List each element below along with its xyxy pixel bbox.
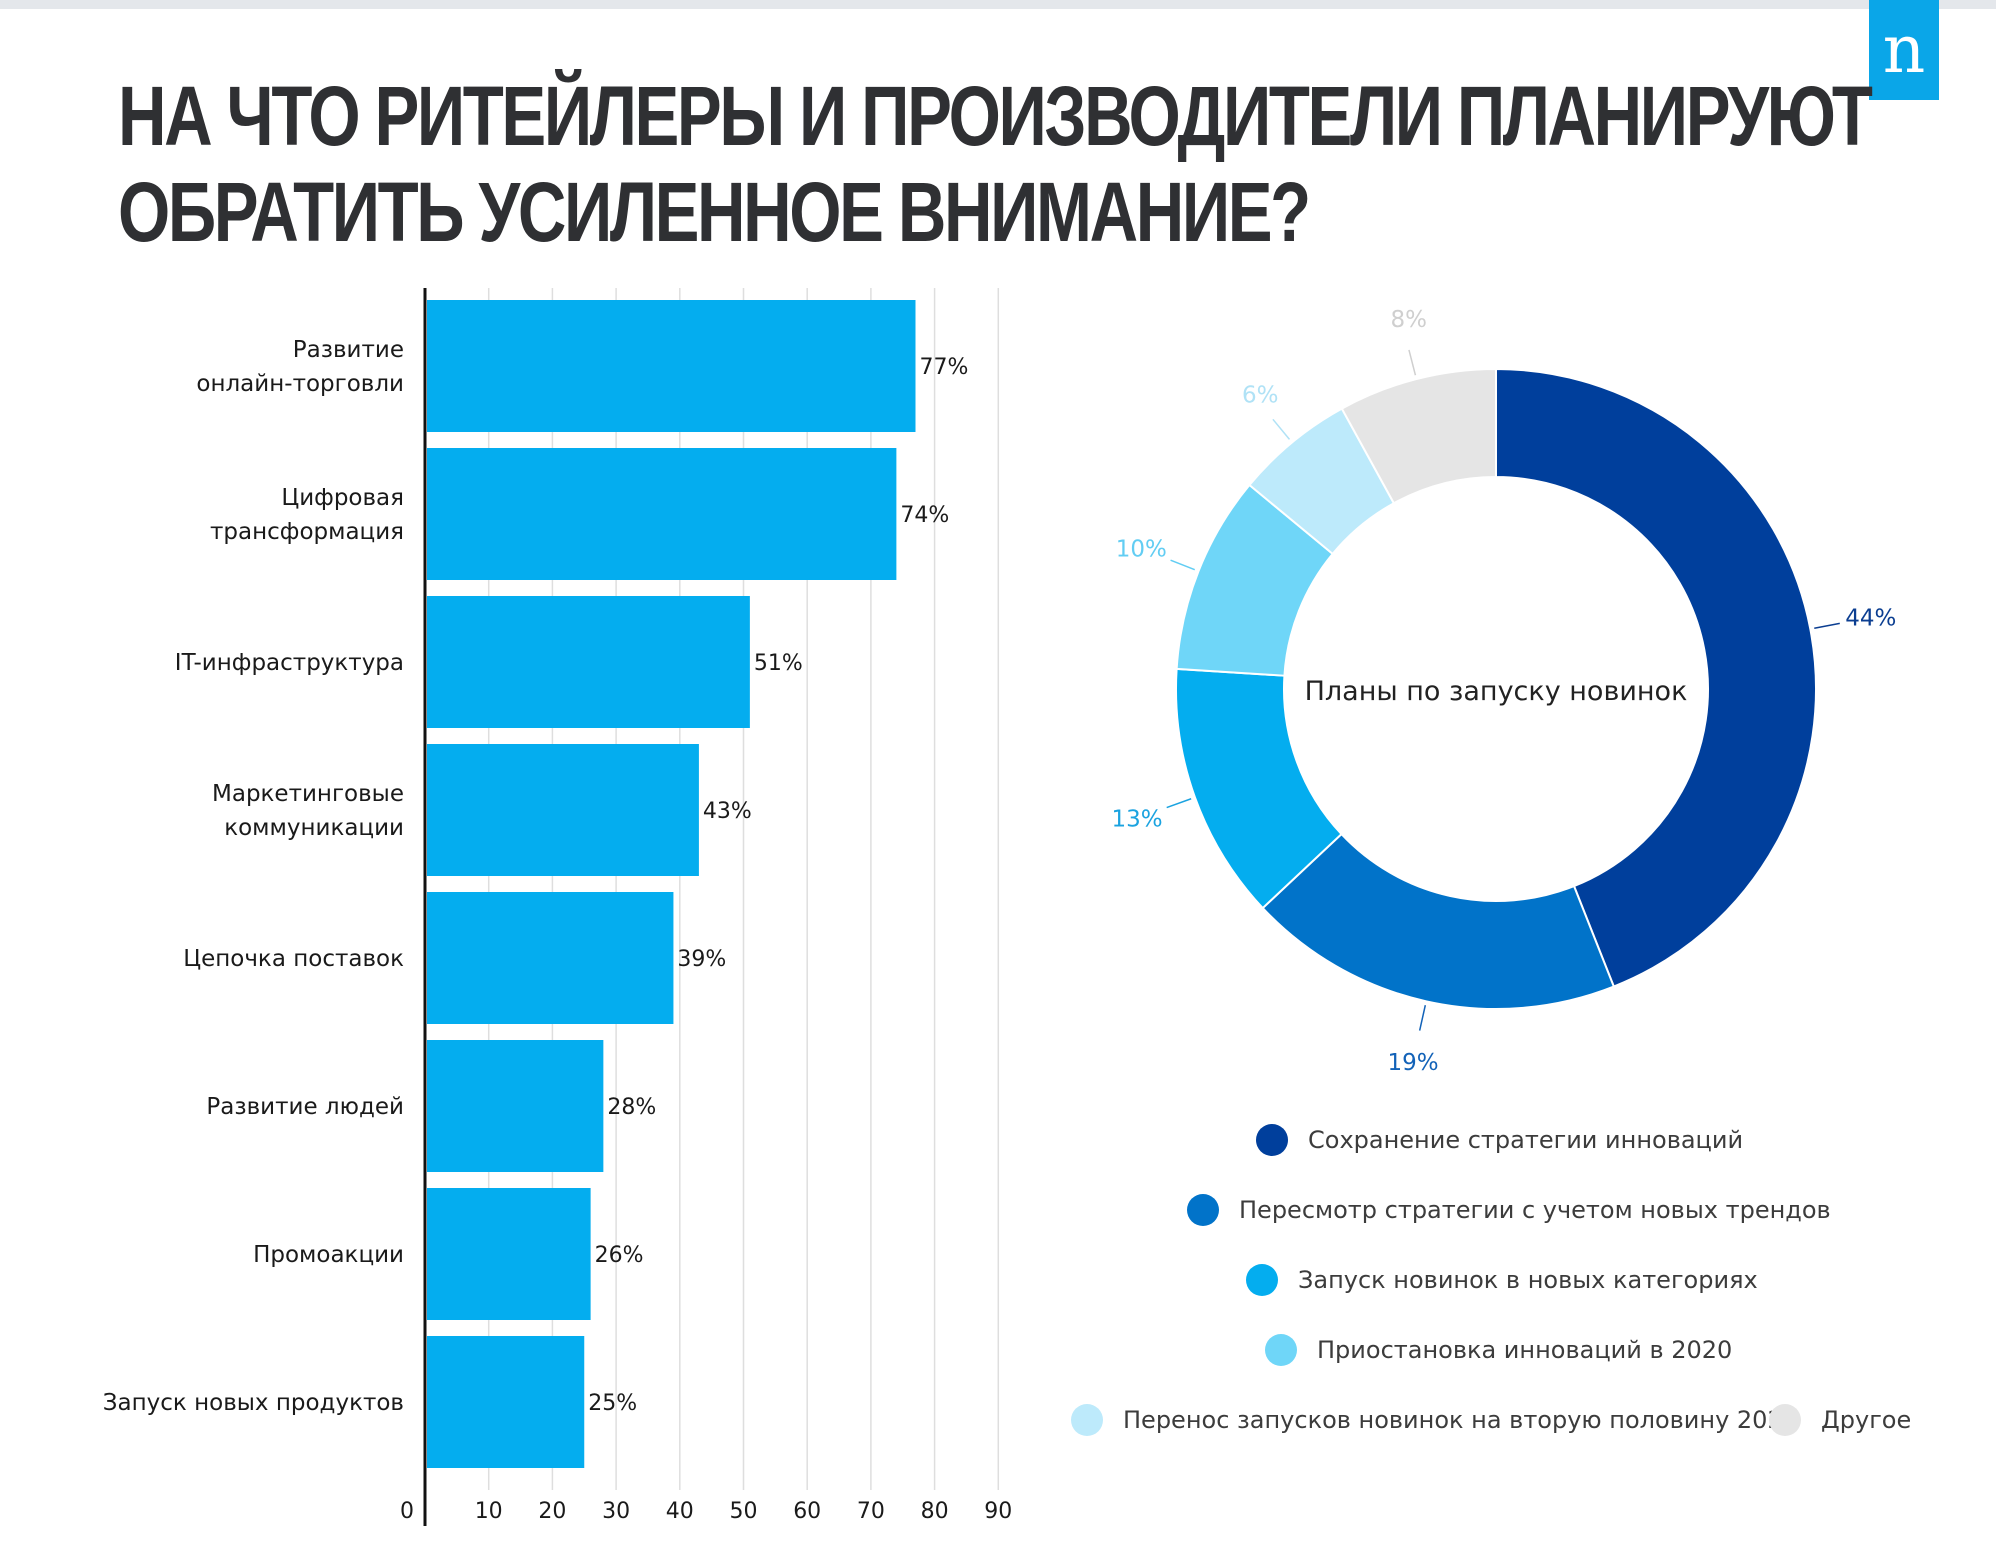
donut-slice-label: 13% (1111, 806, 1162, 832)
bar-category-label: Развитие людей (206, 1094, 404, 1120)
legend-swatch (1071, 1404, 1103, 1436)
bar-value-label: 74% (900, 503, 949, 528)
legend-label: Другое (1821, 1406, 1912, 1434)
bar-category-label: Цифровая трансформация (210, 485, 404, 545)
bar-category-label: IT-инфраструктура (175, 650, 404, 676)
donut-leader-line (1418, 1005, 1427, 1031)
bar-value-label: 39% (677, 947, 726, 972)
legend-swatch (1265, 1334, 1297, 1366)
donut-leader-line (1408, 349, 1417, 376)
legend-label: Запуск новинок в новых категориях (1298, 1266, 1758, 1294)
donut-center-label: Планы по запуску новинок (1305, 676, 1688, 707)
donut-slice (1261, 832, 1616, 1010)
bar-value-label: 51% (754, 651, 803, 676)
legend-item: Перенос запусков новинок на вторую полов… (1071, 1400, 1798, 1440)
donut-slice (1340, 367, 1497, 505)
brand-logo: n (1869, 0, 1939, 100)
bar-category-label: Развитие онлайн-торговли (196, 337, 404, 397)
legend-swatch (1256, 1124, 1288, 1156)
bar (427, 300, 916, 432)
bar-x-tick-label: 10 (475, 1499, 503, 1524)
donut-slice-label: 6% (1242, 383, 1279, 409)
donut-slice-label: 44% (1845, 605, 1896, 631)
legend-item: Пересмотр стратегии с учетом новых тренд… (1187, 1190, 1831, 1230)
bar-x-tick-label: 0 (400, 1499, 414, 1524)
bar-category-label: Запуск новых продуктов (103, 1390, 404, 1416)
donut-leader-line (1272, 418, 1291, 440)
donut-leader-line (1166, 798, 1192, 809)
bar-value-label: 25% (588, 1391, 637, 1416)
legend-item: Сохранение стратегии инноваций (1256, 1120, 1743, 1160)
legend-swatch (1769, 1404, 1801, 1436)
bar-value-label: 28% (607, 1095, 656, 1120)
title-line-2: ОБРАТИТЬ УСИЛЕННОЕ ВНИМАНИЕ? (118, 165, 1311, 259)
bar-x-tick-label: 70 (857, 1499, 885, 1524)
bar-chart-category-labels: Развитие онлайн-торговли Цифровая трансформ… (103, 337, 404, 1416)
legend-label: Пересмотр стратегии с учетом новых тренд… (1239, 1196, 1831, 1224)
legend-item: Запуск новинок в новых категориях (1246, 1260, 1758, 1300)
bar (427, 448, 897, 580)
legend-swatch (1246, 1264, 1278, 1296)
bar-value-label: 43% (703, 799, 752, 824)
bar-chart-value-labels: 77% 74% 51% 43% 39% 28% 26% 25% (588, 355, 968, 1416)
bar-x-tick-label: 60 (793, 1499, 821, 1524)
bar-value-label: 77% (919, 355, 968, 380)
bar (427, 744, 699, 876)
bar (427, 1336, 585, 1468)
donut-slice-label: 10% (1116, 536, 1167, 562)
bar (427, 892, 674, 1024)
donut-leader-line (1814, 622, 1840, 630)
bar-x-tick-label: 90 (984, 1499, 1012, 1524)
legend-item: Приостановка инноваций в 2020 (1265, 1330, 1732, 1370)
bar-category-label: Цепочка поставок (183, 946, 404, 972)
bar (427, 1188, 591, 1320)
bar-x-tick-label: 80 (921, 1499, 949, 1524)
bar (427, 1040, 604, 1172)
donut-chart-labels: 44% 19% 13% 10% 6% 8% (1111, 307, 1896, 1076)
donut-slice-label: 19% (1388, 1050, 1439, 1076)
donut-legend: Сохранение стратегии инноваций Пересмотр … (1060, 1120, 1940, 1460)
bar-chart-bars (427, 300, 916, 1468)
legend-label: Перенос запусков новинок на вторую полов… (1123, 1406, 1798, 1434)
donut-chart (1175, 367, 1817, 1010)
bar-category-label: Промоакции (253, 1242, 404, 1268)
legend-label: Приостановка инноваций в 2020 (1317, 1336, 1733, 1364)
legend-item: Другое (1769, 1400, 1911, 1440)
bar-x-tick-label: 50 (730, 1499, 758, 1524)
bar-x-tick-label: 20 (538, 1499, 566, 1524)
bar-x-tick-label: 40 (666, 1499, 694, 1524)
bar-value-label: 26% (595, 1243, 644, 1268)
donut-leader-line (1170, 559, 1196, 571)
bar-chart-x-ticks: 0 10 20 30 40 50 60 70 80 90 (400, 1499, 1012, 1524)
legend-label: Сохранение стратегии инноваций (1308, 1126, 1744, 1154)
donut-slice (1495, 367, 1817, 988)
top-strip (0, 0, 1996, 9)
legend-swatch (1187, 1194, 1219, 1226)
bar-category-label: Маркетинговые коммуникации (212, 781, 404, 841)
bar (427, 596, 750, 728)
bar-x-tick-label: 30 (602, 1499, 630, 1524)
donut-slice-label: 8% (1391, 307, 1428, 333)
